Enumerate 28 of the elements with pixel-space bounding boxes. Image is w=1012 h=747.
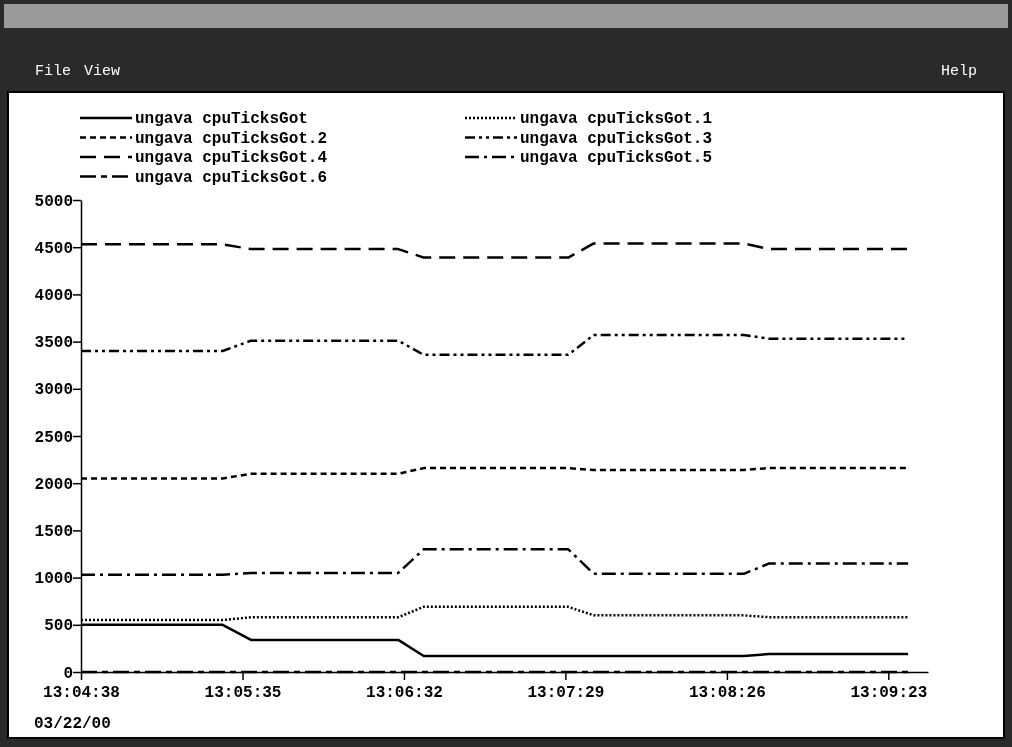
legend-label: ungava cpuTicksGot [135,110,308,128]
x-tick-label: 13:06:32 [366,684,443,703]
legend-label: ungava cpuTicksGot.3 [520,129,713,148]
x-tick-label: 13:07:29 [527,684,605,703]
y-tick-label: 2000 [34,475,73,494]
legend-label: ungava cpuTicksGot.6 [135,168,328,187]
x-tick-label: 13:08:26 [689,684,766,703]
x-tick-label: 13:04:38 [43,684,120,703]
y-tick-label: 3000 [34,381,73,400]
y-tick-label: 2500 [34,428,73,447]
legend-label: ungava cpuTicksGot.1 [520,110,713,128]
legend-label: ungava cpuTicksGot.4 [135,149,328,167]
x-tick-label: 13:09:23 [850,684,928,703]
x-tick-label: 13:05:35 [204,684,282,703]
y-tick-label: 3500 [34,334,73,353]
legend-label: ungava cpuTicksGot.2 [135,129,328,148]
y-tick-label: 1500 [34,523,73,542]
legend-label: ungava cpuTicksGot.5 [520,149,713,167]
y-tick-label: 0 [63,664,73,683]
y-tick-label: 4500 [34,239,73,258]
y-tick-label: 1000 [34,570,73,589]
text: File [35,63,72,80]
text: 03/22/00 [34,715,111,733]
text: Help [940,63,977,80]
text: View [84,63,121,80]
y-tick-label: 4000 [34,287,73,306]
y-tick-label: 500 [44,617,73,636]
y-tick-label: 5000 [34,192,73,211]
